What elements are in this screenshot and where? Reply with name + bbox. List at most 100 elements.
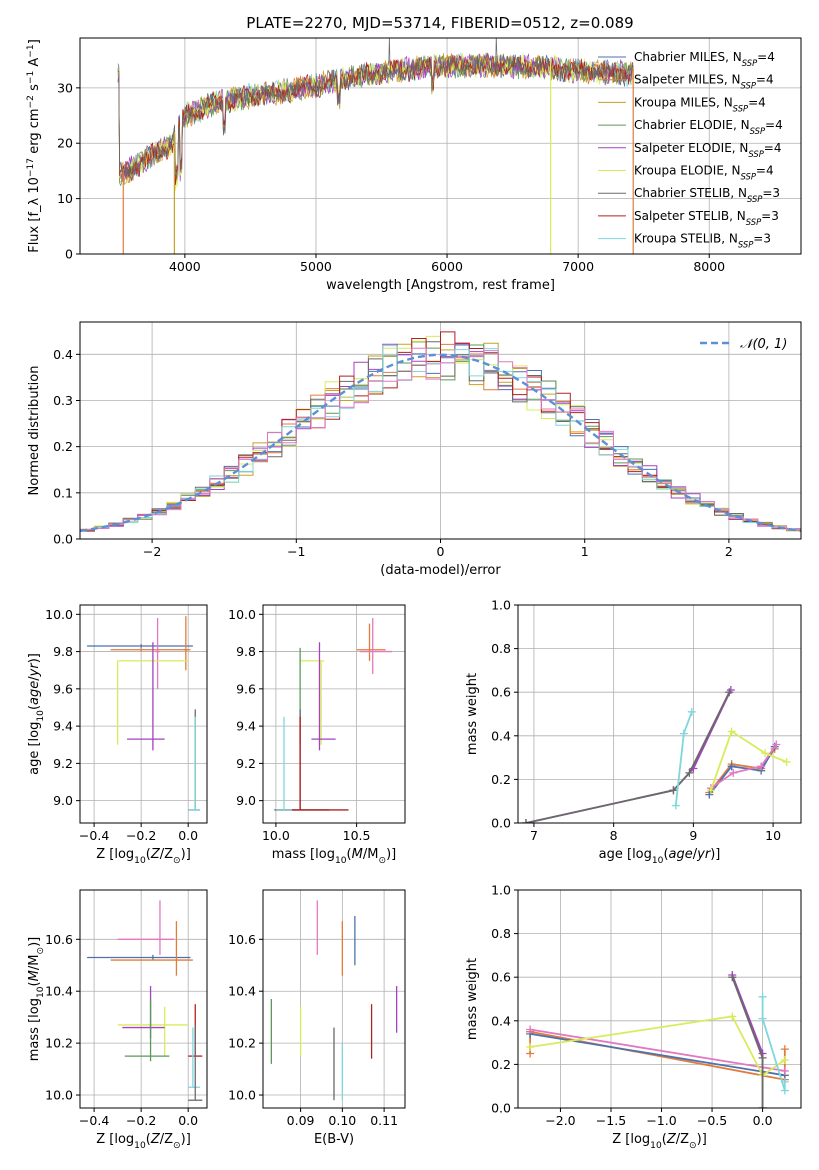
panel-mass_vs_Z: −0.4 −0.2 0.0 10.0 10.2 10.4 10.6 Z [log10(Z/Z⊙… xyxy=(27,889,208,1151)
legend-label: Salpeter ELODIE, NSSP=4 xyxy=(634,141,782,159)
y-tick-label: 9.0 xyxy=(236,793,256,808)
x-tick-label: 0.11 xyxy=(370,1113,398,1128)
weight-marker xyxy=(728,1012,737,1021)
plot-area xyxy=(521,686,791,823)
axes-frame xyxy=(517,889,802,1109)
x-tick-label: 4000 xyxy=(169,259,201,274)
y-tick-label: 9.6 xyxy=(236,681,256,696)
x-axis-label: Z [log10(Z/Z⊙)] xyxy=(612,1132,707,1151)
normal-curve xyxy=(80,353,801,533)
weight-marker xyxy=(761,749,770,758)
weight-marker xyxy=(685,768,694,777)
x-axis-label: mass [log10(M/M⊙)] xyxy=(272,847,396,866)
weight-marker xyxy=(782,757,791,766)
panel-age_vs_Z: −0.4 −0.2 0.0 9.0 9.2 9.4 9.6 9.8 10.0 Z [log10(Z… xyxy=(27,604,208,866)
y-tick-label: 0.1 xyxy=(53,485,73,500)
x-tick-label: 10.0 xyxy=(262,828,290,843)
x-axis-label: wavelength [Angstrom, rest frame] xyxy=(326,278,555,293)
y-tick-label: 0.4 xyxy=(491,728,511,743)
weight-marker xyxy=(772,740,781,749)
x-axis-label: E(B-V) xyxy=(314,1132,354,1147)
legend-label: Chabrier MILES, NSSP=4 xyxy=(634,50,775,68)
y-axis-label: Normed distribution xyxy=(27,366,42,496)
weight-marker xyxy=(728,973,737,982)
y-tick-label: 0.8 xyxy=(491,641,511,656)
y-tick-label: 0.0 xyxy=(53,532,73,547)
x-tick-label: 0 xyxy=(437,544,445,559)
weight-marker xyxy=(671,801,680,810)
plot-area xyxy=(526,971,789,1108)
y-axis-label: Flux [f_λ 10−17 erg cm−2 s−1 A−1] xyxy=(26,39,42,253)
legend-label: 𝒩(0, 1) xyxy=(740,337,787,352)
x-tick-label: 0.0 xyxy=(178,828,198,843)
y-tick-label: 0.0 xyxy=(491,816,511,831)
y-tick-label: 10.0 xyxy=(228,607,256,622)
x-tick-label: 7000 xyxy=(562,259,594,274)
y-tick-label: 0.2 xyxy=(491,772,511,787)
plot-area xyxy=(87,900,203,1101)
y-tick-label: 9.2 xyxy=(53,756,73,771)
weight-marker xyxy=(757,762,766,771)
y-tick-label: 0.8 xyxy=(491,926,511,941)
y-tick-label: 0.2 xyxy=(53,439,73,454)
y-tick-label: 1.0 xyxy=(491,883,511,898)
x-tick-label: 0.0 xyxy=(178,1113,198,1128)
y-tick-label: 0.4 xyxy=(491,1013,511,1028)
y-tick-label: 0.6 xyxy=(491,970,511,985)
y-axis-label: mass weight xyxy=(465,673,480,755)
weight-marker xyxy=(780,1056,789,1065)
y-tick-label: 9.6 xyxy=(53,681,73,696)
x-tick-label: 0.10 xyxy=(328,1113,356,1128)
histogram-series xyxy=(80,347,801,531)
grid xyxy=(263,605,405,823)
legend-label: Chabrier ELODIE, NSSP=4 xyxy=(634,118,783,136)
legend-label: Kroupa STELIB, NSSP=3 xyxy=(634,232,771,250)
y-tick-label: 0.0 xyxy=(491,1101,511,1116)
x-tick-label: −1.0 xyxy=(646,1113,676,1128)
y-tick-label: 10.6 xyxy=(228,932,256,947)
x-tick-label: 10 xyxy=(765,828,781,843)
plot-area xyxy=(87,616,200,811)
weight-line xyxy=(731,974,764,1108)
y-tick-label: 9.4 xyxy=(236,719,256,734)
weight-line xyxy=(529,1015,786,1077)
x-tick-label: −1 xyxy=(287,544,305,559)
weight-line xyxy=(525,691,731,823)
weight-marker xyxy=(758,1014,767,1023)
x-tick-label: 6000 xyxy=(431,259,463,274)
plot-area xyxy=(270,900,398,1101)
y-tick-label: 0.6 xyxy=(491,685,511,700)
legend-label: Kroupa ELODIE, NSSP=4 xyxy=(634,164,774,182)
y-tick-label: 9.0 xyxy=(53,793,73,808)
weight-marker xyxy=(526,1042,535,1051)
y-tick-label: 10.4 xyxy=(228,984,256,999)
y-tick-label: 9.8 xyxy=(236,644,256,659)
axes-frame xyxy=(79,889,208,1109)
axes-frame xyxy=(79,37,802,255)
y-tick-label: 20 xyxy=(57,136,73,151)
weight-line xyxy=(525,689,732,823)
spectrum-spike xyxy=(388,38,391,66)
weight-marker xyxy=(758,1104,767,1108)
legend-label: Salpeter STELIB, NSSP=3 xyxy=(634,209,779,227)
y-tick-label: 10.2 xyxy=(45,1036,73,1051)
y-tick-label: 0.4 xyxy=(53,347,73,362)
weight-marker xyxy=(780,1086,789,1095)
axes-frame xyxy=(79,604,208,824)
axes-frame xyxy=(517,604,802,824)
weight-line xyxy=(529,1028,785,1072)
x-tick-label: −0.4 xyxy=(79,828,109,843)
y-tick-label: 10.4 xyxy=(45,984,73,999)
weight-marker xyxy=(727,762,736,771)
grid xyxy=(518,604,801,824)
y-axis-label: mass [log10(M/M⊙)] xyxy=(27,937,46,1061)
weight-marker xyxy=(725,688,734,697)
weight-marker xyxy=(780,1045,789,1054)
axes-frame xyxy=(79,321,802,540)
x-tick-label: −0.4 xyxy=(79,1113,109,1128)
weight-marker xyxy=(687,707,696,716)
spectrum-spike xyxy=(495,38,498,72)
y-tick-label: 0.3 xyxy=(53,393,73,408)
histogram-series xyxy=(80,331,801,532)
